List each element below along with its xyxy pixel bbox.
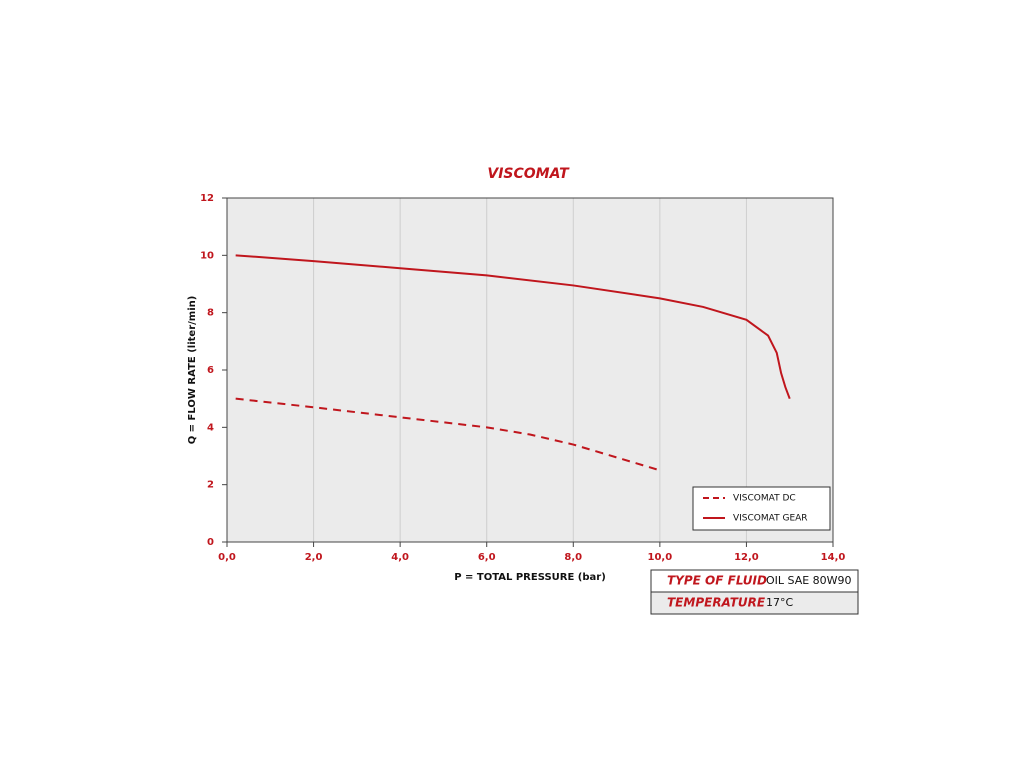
plot-area [227,198,833,542]
y-axis-label: Q = FLOW RATE (liter/min) [187,296,198,445]
chart-title: VISCOMAT [487,166,570,182]
y-tick-label: 8 [207,308,214,319]
plot-border [226,197,834,543]
legend-label: VISCOMAT GEAR [733,514,808,524]
data-line [235,397,661,472]
x-tick-label: 2,0 [305,552,323,563]
x-tick-label: 12,0 [734,552,759,563]
table-value: OIL SAE 80W90 [766,574,852,587]
table-key: TYPE OF FLUID [667,574,767,588]
x-tick-label: 10,0 [648,552,673,563]
y-tick-label: 4 [207,422,214,433]
data-line [235,254,791,400]
table-key: TEMPERATURE [667,596,766,610]
legend-label: VISCOMAT DC [733,494,796,504]
x-axis-label: P = TOTAL PRESSURE (bar) [454,572,606,583]
y-tick-label: 0 [207,537,214,548]
x-tick-label: 4,0 [391,552,409,563]
y-tick-label: 12 [200,193,214,204]
y-tick-label: 6 [207,365,214,376]
y-tick-label: 10 [200,250,214,261]
fluid-table: TYPE OF FLUID OIL SAE 80W90 TEMPERATURE … [650,569,859,615]
x-tick-label: 6,0 [478,552,496,563]
x-tick-label: 8,0 [564,552,582,563]
x-tick-label: 14,0 [821,552,846,563]
table-value: 17°C [766,596,793,609]
y-tick-label: 2 [207,480,214,491]
legend-box [692,486,831,531]
x-tick-label: 0,0 [218,552,236,563]
table-row [650,591,859,615]
